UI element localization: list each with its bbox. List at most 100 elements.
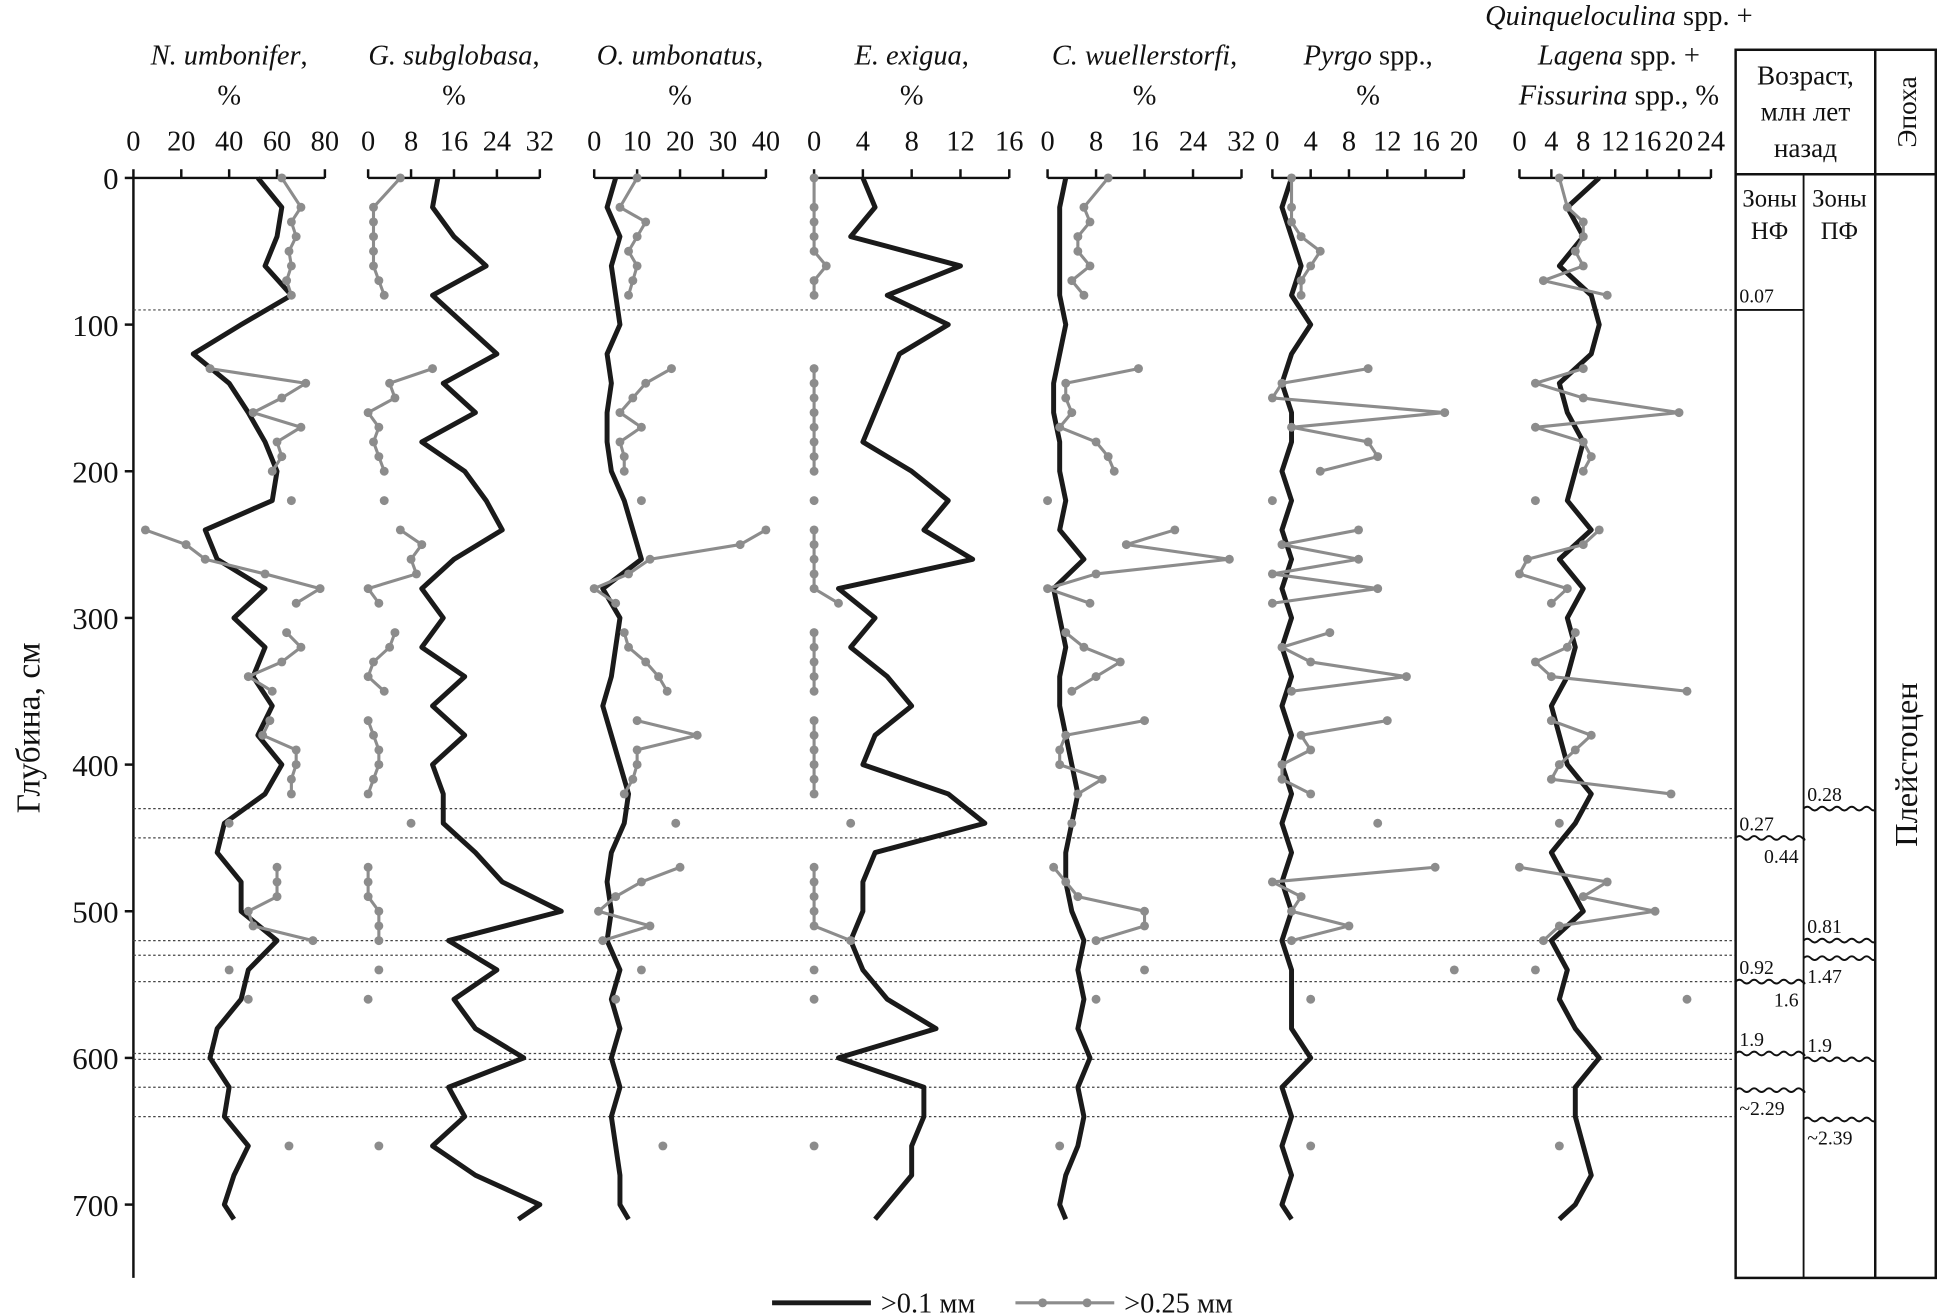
- coarse-point: [1079, 642, 1089, 652]
- coarse-point: [1373, 452, 1383, 462]
- panel-title: Fissurina spp., %: [1518, 80, 1719, 111]
- coarse-point: [654, 672, 664, 682]
- coarse-line: [1270, 528, 1380, 605]
- coarse-point: [291, 232, 301, 242]
- coarse-point: [369, 202, 378, 212]
- coarse-point: [628, 276, 638, 286]
- x-tick-label: 16: [1130, 126, 1158, 157]
- panel-title: %: [1133, 80, 1157, 111]
- coarse-point: [1546, 716, 1556, 726]
- coarse-point: [1267, 598, 1277, 608]
- coarse-line: [1519, 865, 1657, 942]
- coarse-point: [1296, 892, 1306, 902]
- x-tick-label: 16: [1411, 126, 1439, 157]
- coarse-point: [628, 393, 638, 403]
- coarse-point: [258, 730, 268, 740]
- coarse-point: [200, 554, 210, 564]
- coarse-point: [1546, 672, 1556, 682]
- coarse-point: [1578, 393, 1588, 403]
- coarse-line: [1046, 528, 1231, 605]
- legend-marker: [1038, 1298, 1048, 1308]
- coarse-point: [1354, 525, 1364, 535]
- x-tick-label: 20: [1665, 126, 1693, 157]
- coarse-point: [1073, 246, 1083, 256]
- coarse-point: [1562, 642, 1572, 652]
- zone-boundary: [1734, 978, 1806, 985]
- coarse-point: [374, 965, 384, 975]
- coarse-point: [628, 774, 638, 784]
- coarse-point: [1546, 774, 1556, 784]
- coarse-point: [809, 789, 819, 799]
- coarse-point: [1570, 246, 1580, 256]
- panel-title: %: [668, 80, 692, 111]
- coarse-point: [809, 378, 819, 388]
- y-tick-label: 300: [72, 601, 118, 636]
- coarse-point: [1430, 862, 1440, 872]
- coarse-point: [632, 261, 642, 271]
- coarse-point: [1055, 760, 1065, 770]
- title-text: %: [1356, 80, 1380, 111]
- coarse-point: [1140, 921, 1149, 931]
- title-text: spp. +: [1623, 41, 1700, 72]
- age-label: 0.28: [1807, 784, 1842, 806]
- coarse-point: [1382, 716, 1392, 726]
- coarse-point: [363, 877, 373, 887]
- coarse-point: [809, 540, 819, 550]
- coarse-point: [1578, 232, 1588, 242]
- coarse-point: [1325, 628, 1335, 638]
- coarse-point: [379, 686, 389, 696]
- age-label: 1.9: [1739, 1029, 1764, 1051]
- coarse-point: [809, 408, 819, 418]
- coarse-point: [272, 437, 282, 447]
- x-tick-label: 32: [526, 126, 554, 157]
- coarse-point: [296, 642, 306, 652]
- coarse-point: [1073, 789, 1083, 799]
- coarse-point: [1296, 232, 1306, 242]
- coarse-point: [1043, 496, 1053, 506]
- coarse-point: [1043, 584, 1053, 594]
- coarse-point: [277, 173, 287, 183]
- coarse-point: [363, 789, 373, 799]
- coarse-point: [809, 393, 819, 403]
- coarse-point: [291, 745, 301, 755]
- epoch-header: Эпоха: [1892, 76, 1922, 147]
- coarse-point: [809, 745, 819, 755]
- panel-title: N. umbonifer,: [150, 41, 308, 72]
- coarse-point: [611, 892, 621, 902]
- coarse-point: [1287, 217, 1296, 227]
- coarse-point: [1091, 672, 1101, 682]
- age-label: 0.81: [1807, 916, 1842, 938]
- y-tick-label: 100: [72, 308, 118, 343]
- coarse-point: [636, 877, 646, 887]
- title-italic: O. umbonatus: [597, 41, 756, 72]
- fine-line: [1548, 176, 1602, 1222]
- coarse-point: [632, 173, 642, 183]
- coarse-point: [1315, 466, 1325, 476]
- coarse-point: [1530, 496, 1540, 506]
- coarse-point: [1085, 217, 1095, 227]
- coarse-point: [363, 994, 373, 1004]
- x-tick-label: 4: [856, 126, 870, 157]
- coarse-point: [1538, 936, 1548, 946]
- coarse-point: [315, 584, 325, 594]
- coarse-point: [374, 906, 384, 916]
- coarse-point: [1650, 906, 1660, 916]
- coarse-point: [624, 642, 633, 652]
- coarse-point: [248, 921, 258, 931]
- coarse-point: [296, 202, 306, 212]
- coarse-point: [846, 936, 856, 946]
- coarse-point: [809, 554, 819, 564]
- coarse-point: [1373, 584, 1383, 594]
- coarse-point: [809, 716, 819, 726]
- coarse-point: [272, 877, 282, 887]
- coarse-point: [369, 246, 378, 256]
- coarse-point: [224, 818, 234, 828]
- coarse-line: [1064, 631, 1122, 693]
- title-italic: Lagena: [1537, 41, 1623, 72]
- y-tick-label: 400: [72, 748, 118, 783]
- coarse-point: [284, 246, 294, 256]
- coarse-point: [624, 569, 633, 579]
- coarse-point: [411, 569, 421, 579]
- x-tick-label: 0: [587, 126, 601, 157]
- x-tick-label: 40: [752, 126, 780, 157]
